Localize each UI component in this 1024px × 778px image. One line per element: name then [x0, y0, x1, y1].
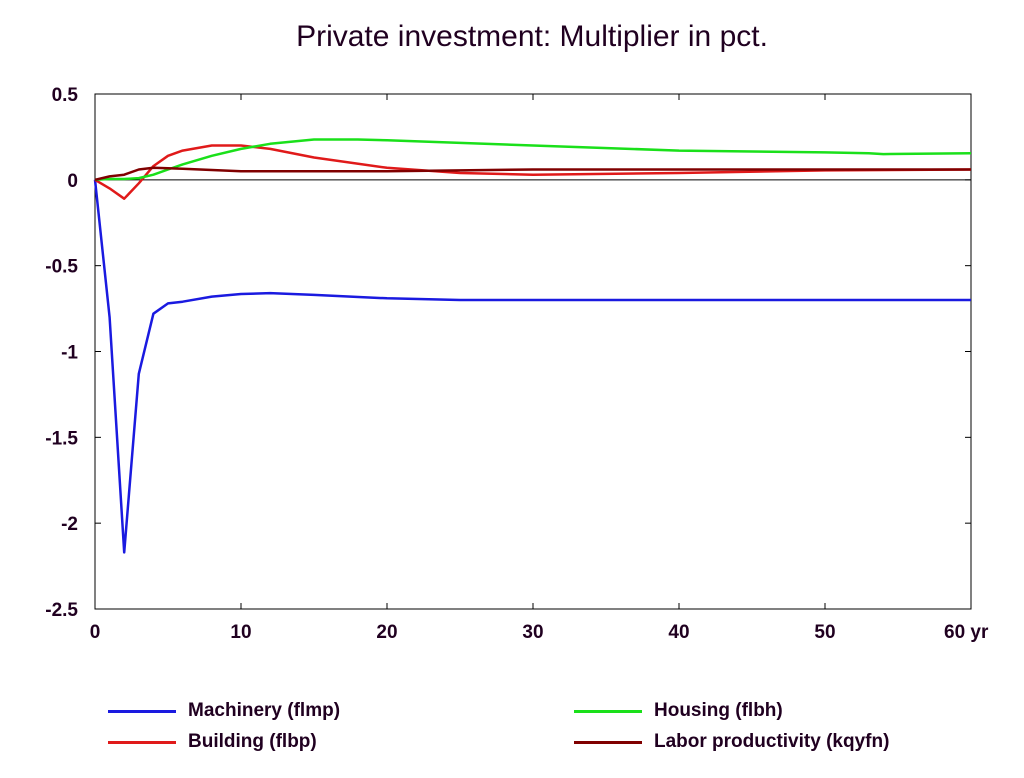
x-tick-label: 50	[814, 622, 835, 643]
y-tick-label: -0.5	[45, 257, 78, 278]
x-tick-label: 60 yr	[944, 622, 989, 643]
legend-label: Labor productivity (kqyfn)	[654, 731, 890, 752]
series-line-3	[94, 166, 971, 182]
chart-title: Private investment: Multiplier in pct.	[296, 20, 768, 53]
series-line-1	[94, 144, 972, 200]
y-tick-label: -2	[61, 514, 78, 535]
y-tick-label: 0	[67, 171, 78, 192]
x-tick-label: 10	[230, 622, 251, 643]
legend-label: Machinery (flmp)	[188, 700, 341, 721]
legend-item-building: Building (flbp)	[108, 731, 317, 753]
axis-ticks: 0 10 20 30 40 50 60 yr 0.5 0 -0.5 -1 -1.5 -2 -2.5	[45, 85, 989, 643]
x-tick-label: 30	[522, 622, 543, 643]
x-tick-label: 40	[668, 622, 689, 643]
x-tick-label: 20	[376, 622, 397, 643]
legend-label: Housing (flbh)	[654, 700, 783, 721]
y-tick-label: -2.5	[45, 600, 78, 621]
x-tick-label: 0	[90, 622, 101, 643]
legend-item-housing: Housing (flbh)	[574, 700, 783, 722]
legend-item-machinery: Machinery (flmp)	[108, 700, 340, 722]
y-tick-label: -1	[61, 343, 78, 364]
y-tick-label: -1.5	[45, 428, 78, 449]
legend-swatch	[574, 740, 642, 744]
series-line-0	[93, 179, 971, 554]
legend-swatch	[108, 709, 176, 713]
series-line-2	[94, 138, 972, 182]
series-group	[93, 138, 972, 554]
legend-swatch	[108, 740, 176, 744]
legend-item-labor-productivity: Labor productivity (kqyfn)	[574, 731, 889, 753]
legend-swatch	[574, 709, 642, 713]
y-tick-label: 0.5	[52, 85, 79, 106]
legend-label: Building (flbp)	[188, 731, 317, 752]
